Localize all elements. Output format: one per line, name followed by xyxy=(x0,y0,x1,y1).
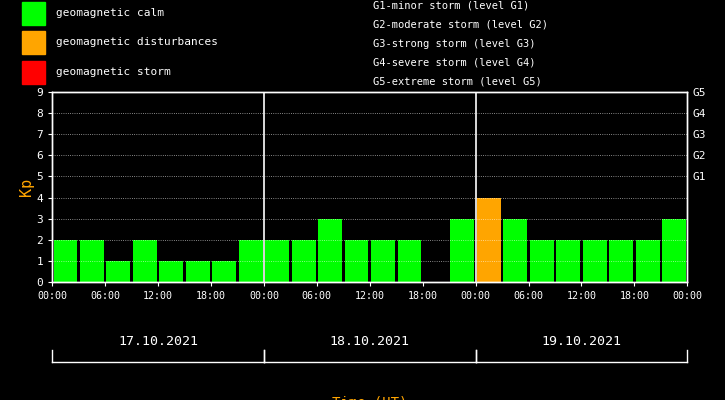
Text: 19.10.2021: 19.10.2021 xyxy=(542,335,621,348)
Bar xyxy=(397,240,421,282)
Bar xyxy=(318,219,342,282)
Bar xyxy=(133,240,157,282)
Bar xyxy=(186,261,210,282)
Bar xyxy=(291,240,315,282)
Bar xyxy=(556,240,580,282)
Text: G2-moderate storm (level G2): G2-moderate storm (level G2) xyxy=(373,20,548,30)
Text: geomagnetic disturbances: geomagnetic disturbances xyxy=(56,37,217,47)
Bar xyxy=(212,261,236,282)
Bar xyxy=(54,240,78,282)
Text: G3-strong storm (level G3): G3-strong storm (level G3) xyxy=(373,39,536,49)
Bar xyxy=(450,219,474,282)
Bar xyxy=(107,261,130,282)
Text: 18.10.2021: 18.10.2021 xyxy=(330,335,410,348)
Text: G1-minor storm (level G1): G1-minor storm (level G1) xyxy=(373,1,530,11)
Bar xyxy=(530,240,554,282)
Bar xyxy=(22,2,45,25)
Text: G5-extreme storm (level G5): G5-extreme storm (level G5) xyxy=(373,76,542,86)
Bar xyxy=(344,240,368,282)
Bar xyxy=(371,240,395,282)
Bar xyxy=(503,219,527,282)
Bar xyxy=(477,198,501,282)
Y-axis label: Kp: Kp xyxy=(19,178,33,196)
Bar xyxy=(160,261,183,282)
Bar xyxy=(80,240,104,282)
Bar xyxy=(662,219,686,282)
Bar xyxy=(583,240,607,282)
Bar xyxy=(22,31,45,54)
Bar xyxy=(636,240,660,282)
Text: 17.10.2021: 17.10.2021 xyxy=(118,335,198,348)
Bar xyxy=(239,240,262,282)
Text: geomagnetic calm: geomagnetic calm xyxy=(56,8,164,18)
Bar xyxy=(265,240,289,282)
Bar xyxy=(609,240,633,282)
Text: G4-severe storm (level G4): G4-severe storm (level G4) xyxy=(373,58,536,68)
Text: geomagnetic storm: geomagnetic storm xyxy=(56,67,170,77)
Text: Time (UT): Time (UT) xyxy=(332,396,407,400)
Bar xyxy=(22,61,45,84)
